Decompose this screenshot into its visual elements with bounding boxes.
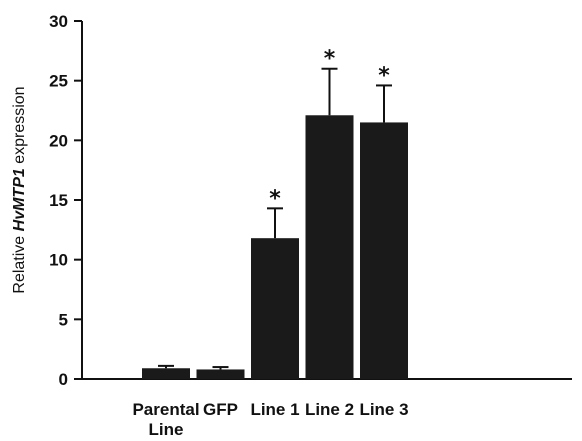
x-category-label-line: Line 2 (305, 400, 354, 419)
significance-markers: * * * (269, 47, 390, 212)
y-tick-label: 5 (59, 310, 68, 329)
x-category-label-line: Line 3 (359, 400, 408, 419)
y-tick-label: 20 (49, 131, 68, 150)
bar (360, 122, 408, 379)
y-axis-label-suffix: expression (11, 86, 28, 168)
x-category-label-line: Parental (132, 400, 199, 419)
bar (305, 115, 354, 380)
y-axis-label-prefix: Relative (11, 231, 28, 293)
bar (251, 238, 299, 379)
y-tick-label: 10 (49, 251, 68, 270)
bar (196, 369, 245, 379)
x-category-label: Line 1 (250, 400, 299, 419)
x-category-label: Parental Line (132, 400, 199, 439)
significance-marker: * (378, 63, 390, 88)
x-category-label-line: GFP (203, 400, 238, 419)
significance-marker: * (269, 186, 281, 211)
significance-marker: * (324, 47, 336, 72)
error-bars (158, 67, 392, 370)
y-axis-label-italic: HvMTP1 (11, 168, 28, 231)
y-tick-label: 15 (49, 191, 68, 210)
bars (142, 115, 408, 380)
x-category-label: Line 3 (359, 400, 408, 419)
x-category-label: GFP (203, 400, 238, 419)
y-axis: 0 5 10 15 20 25 30 (49, 12, 83, 389)
x-category-label-line: Line (149, 420, 184, 439)
y-tick-label: 0 (59, 370, 68, 389)
y-tick-label: 25 (49, 72, 68, 91)
y-tick-label: 30 (49, 12, 68, 31)
x-category-label-line: Line 1 (250, 400, 299, 419)
x-category-label: Line 2 (305, 400, 354, 419)
y-axis-label: Relative HvMTP1 expression (11, 86, 28, 293)
bar (142, 368, 190, 379)
